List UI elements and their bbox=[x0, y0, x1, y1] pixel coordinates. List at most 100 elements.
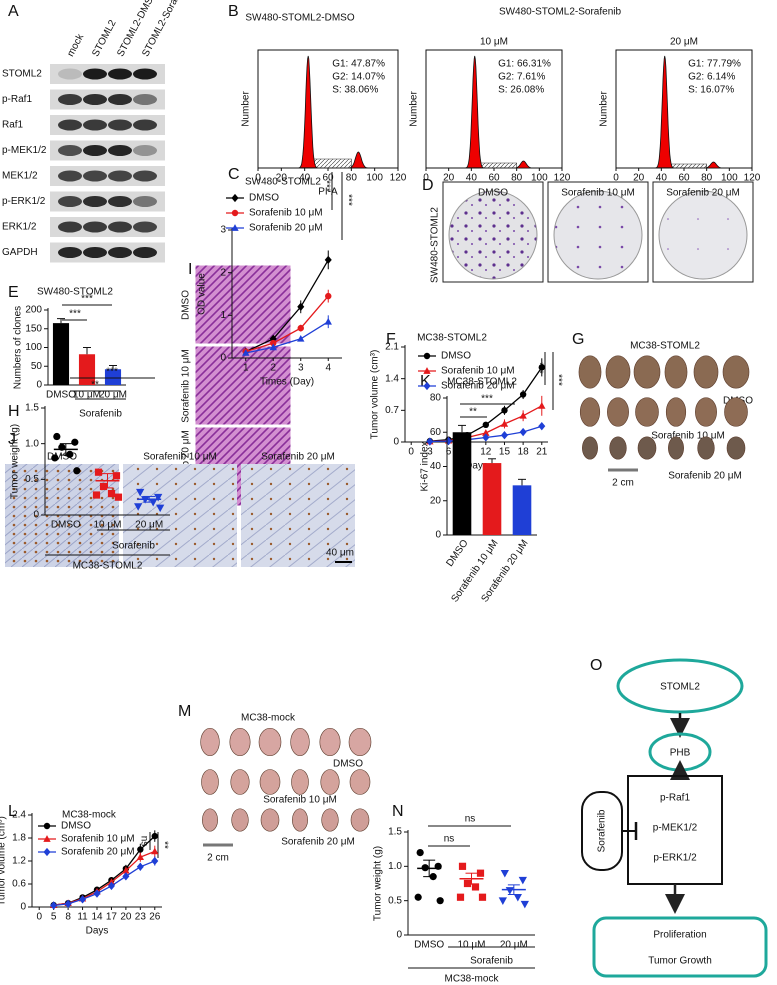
blot-band bbox=[83, 170, 107, 182]
node-label: Tumor Growth bbox=[648, 956, 712, 967]
cycle-stat: G1: 47.87% bbox=[332, 59, 385, 70]
significance: ns bbox=[465, 814, 476, 825]
group-label: Sorafenib bbox=[470, 956, 513, 967]
y-tick-label: 1.2 bbox=[12, 856, 26, 867]
tumor bbox=[291, 769, 309, 795]
marker bbox=[500, 420, 509, 427]
panel-label: D bbox=[422, 177, 434, 194]
row-label: Sorafenib 10 μM bbox=[651, 431, 725, 442]
significance: *** bbox=[342, 194, 353, 206]
y-tick-label: 80 bbox=[430, 393, 442, 404]
blot-band bbox=[58, 68, 82, 80]
x-tick-label: 10 μM bbox=[94, 520, 122, 531]
scale-label: 2 cm bbox=[612, 478, 634, 489]
column-label: DMSO bbox=[478, 188, 508, 199]
tumor bbox=[668, 436, 684, 460]
x-tick-label: 0 bbox=[36, 912, 42, 923]
marker bbox=[136, 862, 144, 871]
marker bbox=[151, 847, 159, 855]
y-tick-label: 0 bbox=[36, 380, 42, 391]
group-label: Sorafenib bbox=[112, 541, 155, 552]
column-label: DMSO bbox=[47, 452, 77, 463]
x-tick-label: 120 bbox=[744, 173, 761, 184]
marker bbox=[538, 401, 546, 409]
node-outcome bbox=[592, 916, 768, 978]
row-label: Sorafenib 20 μM bbox=[668, 471, 742, 482]
blot-band bbox=[58, 119, 82, 131]
marker bbox=[114, 493, 123, 501]
marker bbox=[136, 488, 145, 497]
marker bbox=[50, 901, 58, 910]
node-upstream bbox=[616, 658, 744, 714]
blot-band bbox=[83, 94, 107, 105]
axis-label: PI-A bbox=[318, 187, 338, 198]
tumor bbox=[259, 769, 281, 795]
marker bbox=[231, 224, 239, 231]
marker bbox=[324, 317, 332, 325]
tumor bbox=[724, 397, 748, 427]
marker bbox=[53, 432, 61, 441]
x-tick-label: 0 bbox=[408, 447, 414, 458]
tumor bbox=[664, 355, 688, 389]
significance: *** bbox=[552, 374, 563, 386]
marker bbox=[66, 450, 74, 458]
blot-band bbox=[108, 170, 132, 182]
blot-band bbox=[83, 196, 107, 207]
y-tick-label: 40 bbox=[430, 461, 442, 472]
column-label: Sorafenib 10 μM bbox=[143, 452, 217, 463]
y-tick-label: 0 bbox=[220, 353, 226, 364]
significance: *** bbox=[106, 367, 118, 378]
g1-peak bbox=[465, 55, 484, 169]
marker bbox=[498, 897, 507, 905]
x-tick-label: 15 bbox=[499, 447, 511, 458]
marker bbox=[423, 367, 431, 374]
blot-strip bbox=[50, 64, 165, 84]
x-tick-label: 100 bbox=[721, 173, 738, 184]
panel-label: N bbox=[392, 803, 404, 820]
row-label: p-ERK1/2 bbox=[2, 196, 46, 207]
legend-label: DMSO bbox=[249, 193, 279, 204]
legend-label: DMSO bbox=[441, 351, 471, 362]
s-phase bbox=[312, 158, 352, 169]
x-tick-label: 1 bbox=[243, 363, 249, 374]
blot-band bbox=[133, 221, 157, 233]
tumor bbox=[633, 355, 661, 389]
x-axis-label: Days bbox=[465, 461, 488, 472]
marker bbox=[478, 893, 487, 901]
marker bbox=[154, 493, 163, 502]
legend-label: Sorafenib 10 μM bbox=[61, 834, 135, 845]
tumor bbox=[607, 397, 629, 427]
significance: ** bbox=[91, 380, 99, 391]
colony-plate bbox=[553, 190, 643, 280]
panel-label: J bbox=[8, 431, 16, 448]
chart-title: MC38-STOML2 bbox=[447, 377, 517, 388]
tumor bbox=[726, 436, 746, 460]
x-tick-label: DMSO bbox=[414, 940, 444, 951]
cycle-stat: S: 38.06% bbox=[332, 85, 378, 96]
y-tick-label: 2.1 bbox=[385, 342, 399, 353]
marker bbox=[242, 349, 250, 356]
marker bbox=[71, 438, 79, 446]
marker bbox=[270, 339, 277, 347]
tumor bbox=[230, 769, 250, 795]
y-axis-label: Tumor weight (g) bbox=[373, 846, 384, 921]
x-tick-label: 0 bbox=[613, 173, 619, 184]
x-axis-label: Times (Day) bbox=[260, 377, 314, 388]
y-axis-label: OD value bbox=[197, 273, 208, 315]
node-label: p-Raf1 bbox=[660, 793, 690, 804]
x-tick-label: 0 bbox=[255, 173, 261, 184]
marker bbox=[43, 847, 51, 857]
y-axis-label: Tumor volume (cm³) bbox=[0, 816, 8, 906]
marker bbox=[107, 490, 116, 498]
y-tick-label: 60 bbox=[430, 427, 442, 438]
blot-band bbox=[133, 119, 157, 131]
y-tick-label: 2.4 bbox=[12, 810, 26, 821]
tumor bbox=[319, 727, 341, 757]
blot-band bbox=[133, 145, 157, 156]
blot-strip bbox=[50, 166, 165, 186]
panel-label: C bbox=[228, 166, 240, 183]
marker bbox=[156, 504, 165, 513]
marker bbox=[137, 846, 144, 853]
photo-title: MC38-STOML2 bbox=[630, 341, 700, 352]
